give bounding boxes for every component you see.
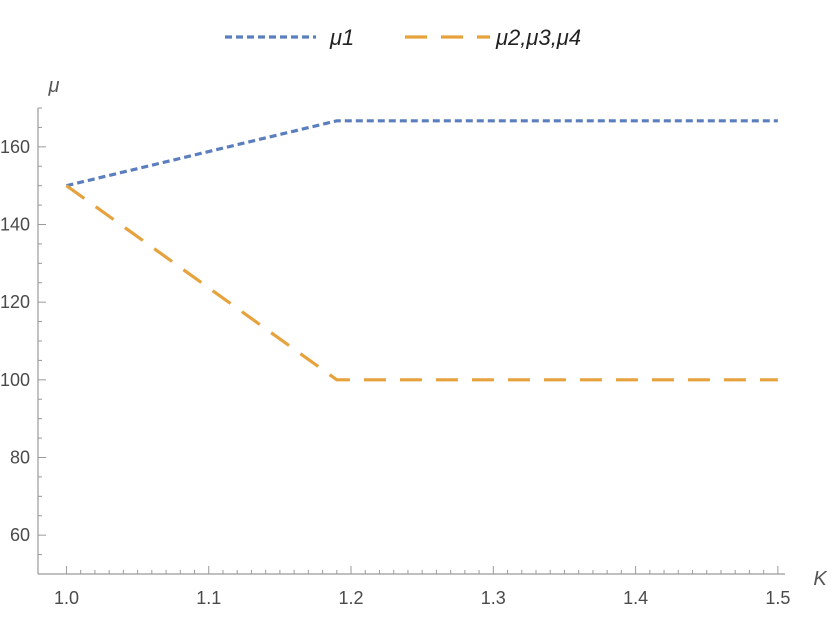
y-tick-label: 100 xyxy=(0,370,30,390)
x-tick-label: 1.5 xyxy=(765,588,790,608)
x-tick-label: 1.2 xyxy=(339,588,364,608)
y-tick-label: 140 xyxy=(0,215,30,235)
x-tick-label: 1.4 xyxy=(623,588,648,608)
y-tick-label: 120 xyxy=(0,292,30,312)
y-tick-label: 60 xyxy=(10,525,30,545)
axes: 1.0 1.1 1.2 1.3 1.4 1.5 60 80 100 120 140 160 K μ xyxy=(0,75,828,608)
x-axis-title: K xyxy=(813,568,828,590)
y-axis-title: μ xyxy=(48,75,60,97)
legend: μ1 μ2,μ3,μ4 xyxy=(225,25,581,50)
x-tick-label: 1.3 xyxy=(481,588,506,608)
y-tick-label: 160 xyxy=(0,137,30,157)
x-ticks: 1.0 1.1 1.2 1.3 1.4 1.5 xyxy=(54,566,790,608)
legend-label-2: μ2,μ3,μ4 xyxy=(495,25,581,50)
x-tick-label: 1.0 xyxy=(54,588,79,608)
series-line-2 xyxy=(65,184,778,382)
series-layer xyxy=(65,119,778,382)
series-line-1 xyxy=(66,119,778,188)
y-tick-label: 80 xyxy=(10,448,30,468)
y-ticks: 60 80 100 120 140 160 xyxy=(0,107,46,575)
legend-label-1: μ1 xyxy=(329,25,354,50)
x-tick-label: 1.1 xyxy=(196,588,221,608)
